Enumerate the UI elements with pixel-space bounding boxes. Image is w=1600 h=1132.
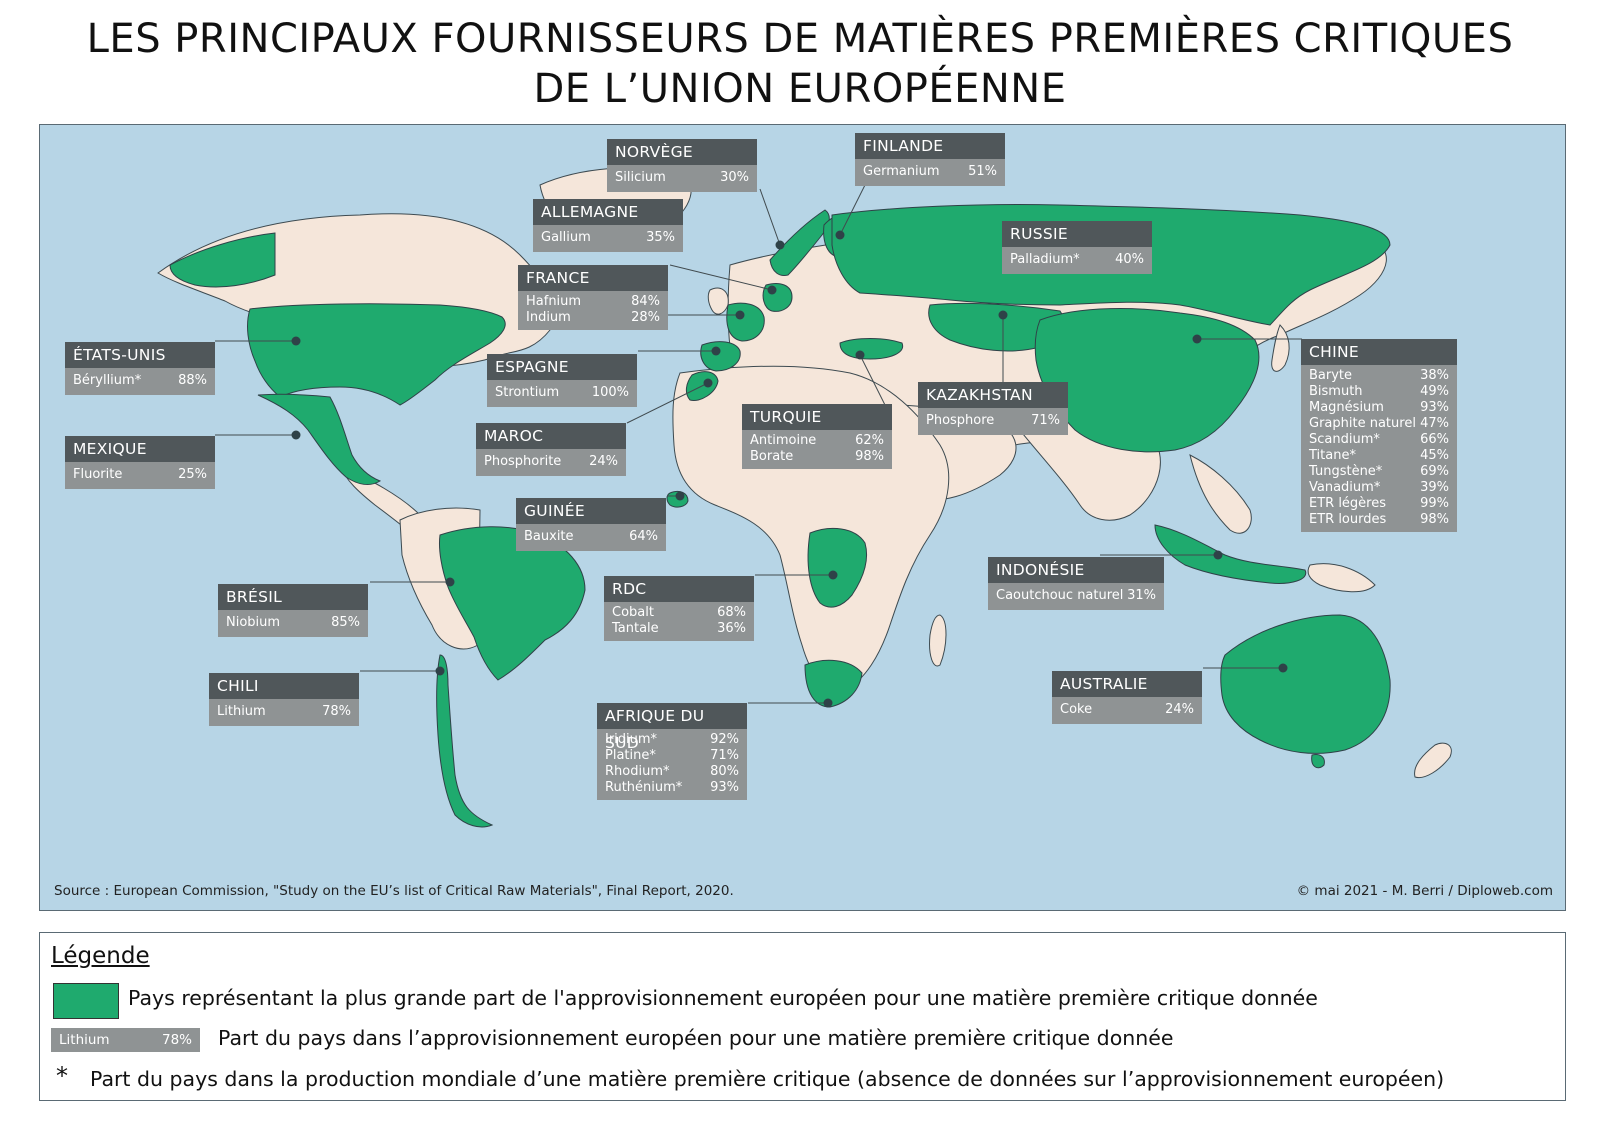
country-germany — [762, 283, 793, 312]
country-alaska — [169, 232, 276, 288]
country-norway — [769, 209, 830, 276]
legend-example-material: Lithium — [59, 1032, 110, 1048]
country-mexico — [257, 393, 382, 485]
world-map: NORVÈGE Silicium 30% FINLANDE Germanium 51… — [39, 124, 1566, 911]
legend-asterisk: * — [56, 1062, 68, 1090]
legend: Légende Pays représentant la plus grande… — [39, 932, 1566, 1101]
label-finlande: FINLANDE Germanium 51% — [855, 133, 1005, 186]
land-uk-ireland — [707, 287, 729, 315]
dot-australia — [1278, 663, 1288, 673]
country-france — [726, 302, 765, 342]
land-southeast-asia — [1189, 454, 1252, 534]
dot-spain — [711, 346, 721, 356]
country-chile — [436, 654, 494, 828]
legend-example-share: 78% — [161, 1032, 192, 1048]
dot-turkey — [855, 350, 865, 360]
legend-title: Légende — [51, 943, 150, 969]
dot-norway — [775, 240, 785, 250]
label-maroc: MAROC Phosphorite 24% — [476, 423, 626, 476]
dot-germany — [767, 285, 777, 295]
label-mexique: MEXIQUE Fluorite 25% — [65, 436, 215, 489]
legend-example-box: Lithium 78% — [51, 1028, 200, 1052]
land-madagascar — [929, 614, 947, 667]
leader-lines — [215, 164, 1302, 704]
label-afrique-du-sud: AFRIQUE DU SUD Iridium* 92% Platine* 71% R… — [597, 703, 747, 800]
label-etats-unis: ÉTATS-UNIS Béryllium* 88% — [65, 342, 215, 395]
map-title: LES PRINCIPAUX FOURNISSEURS DE MATIÈRES … — [0, 14, 1600, 114]
legend-green-swatch — [53, 983, 119, 1019]
label-allemagne: ALLEMAGNE Gallium 35% — [533, 199, 683, 252]
legend-asterisk-text: Part du pays dans la production mondiale… — [90, 1067, 1445, 1091]
dot-kazakhstan — [998, 310, 1008, 320]
dot-france — [735, 310, 745, 320]
label-france: FRANCE Hafnium 84% Indium 28% — [518, 265, 668, 330]
dot-indonesia — [1213, 550, 1223, 560]
country-indonesia — [1154, 524, 1307, 584]
country-spain — [700, 341, 741, 372]
country-tasmania — [1311, 754, 1325, 769]
dot-morocco — [703, 378, 713, 388]
country-south-africa — [804, 659, 863, 708]
land-papua — [1307, 563, 1376, 593]
label-bresil: BRÉSIL Niobium 85% — [218, 584, 368, 637]
label-rdc: RDC Cobalt 68% Tantale 36% — [604, 576, 754, 641]
label-norvege: NORVÈGE Silicium 30% — [607, 139, 757, 192]
country-drc — [807, 527, 867, 608]
credit-note: © mai 2021 - M. Berri / Diploweb.com — [1296, 883, 1553, 899]
label-chili: CHILI Lithium 78% — [209, 673, 359, 726]
legend-share-text: Part du pays dans l’approvisionnement eu… — [218, 1026, 1174, 1050]
dot-guinea — [675, 491, 685, 501]
country-turkey — [839, 338, 904, 360]
dot-south-africa — [823, 698, 833, 708]
dot-usa — [291, 336, 301, 346]
legend-supplier-text: Pays représentant la plus grande part de… — [128, 986, 1318, 1010]
land-japan — [1271, 324, 1290, 372]
label-chine: CHINE Baryte 38% Bismuth 49% Magnésium 93% … — [1301, 339, 1457, 532]
dot-drc — [828, 570, 838, 580]
label-russie: RUSSIE Palladium* 40% — [1002, 221, 1152, 274]
label-australie: AUSTRALIE Coke 24% — [1052, 671, 1202, 724]
title-line-2: DE L’UNION EUROPÉENNE — [533, 66, 1067, 112]
dot-chile — [435, 666, 445, 676]
label-kazakhstan: KAZAKHSTAN Phosphore 71% — [918, 382, 1068, 435]
label-guinee: GUINÉE Bauxite 64% — [516, 498, 666, 551]
label-espagne: ESPAGNE Strontium 100% — [487, 354, 637, 407]
title-line-1: LES PRINCIPAUX FOURNISSEURS DE MATIÈRES … — [86, 16, 1514, 62]
dot-china — [1192, 334, 1202, 344]
country-australia — [1220, 614, 1391, 754]
dot-brazil — [445, 577, 455, 587]
source-note: Source : European Commission, "Study on … — [54, 883, 734, 899]
country-usa — [247, 303, 506, 406]
label-indonesie: INDONÉSIE Caoutchouc naturel 31% — [988, 557, 1164, 610]
label-turquie: TURQUIE Antimoine 62% Borate 98% — [742, 404, 892, 469]
land-new-zealand — [1414, 742, 1452, 779]
dot-mexico — [291, 430, 301, 440]
dot-finland — [835, 230, 845, 240]
